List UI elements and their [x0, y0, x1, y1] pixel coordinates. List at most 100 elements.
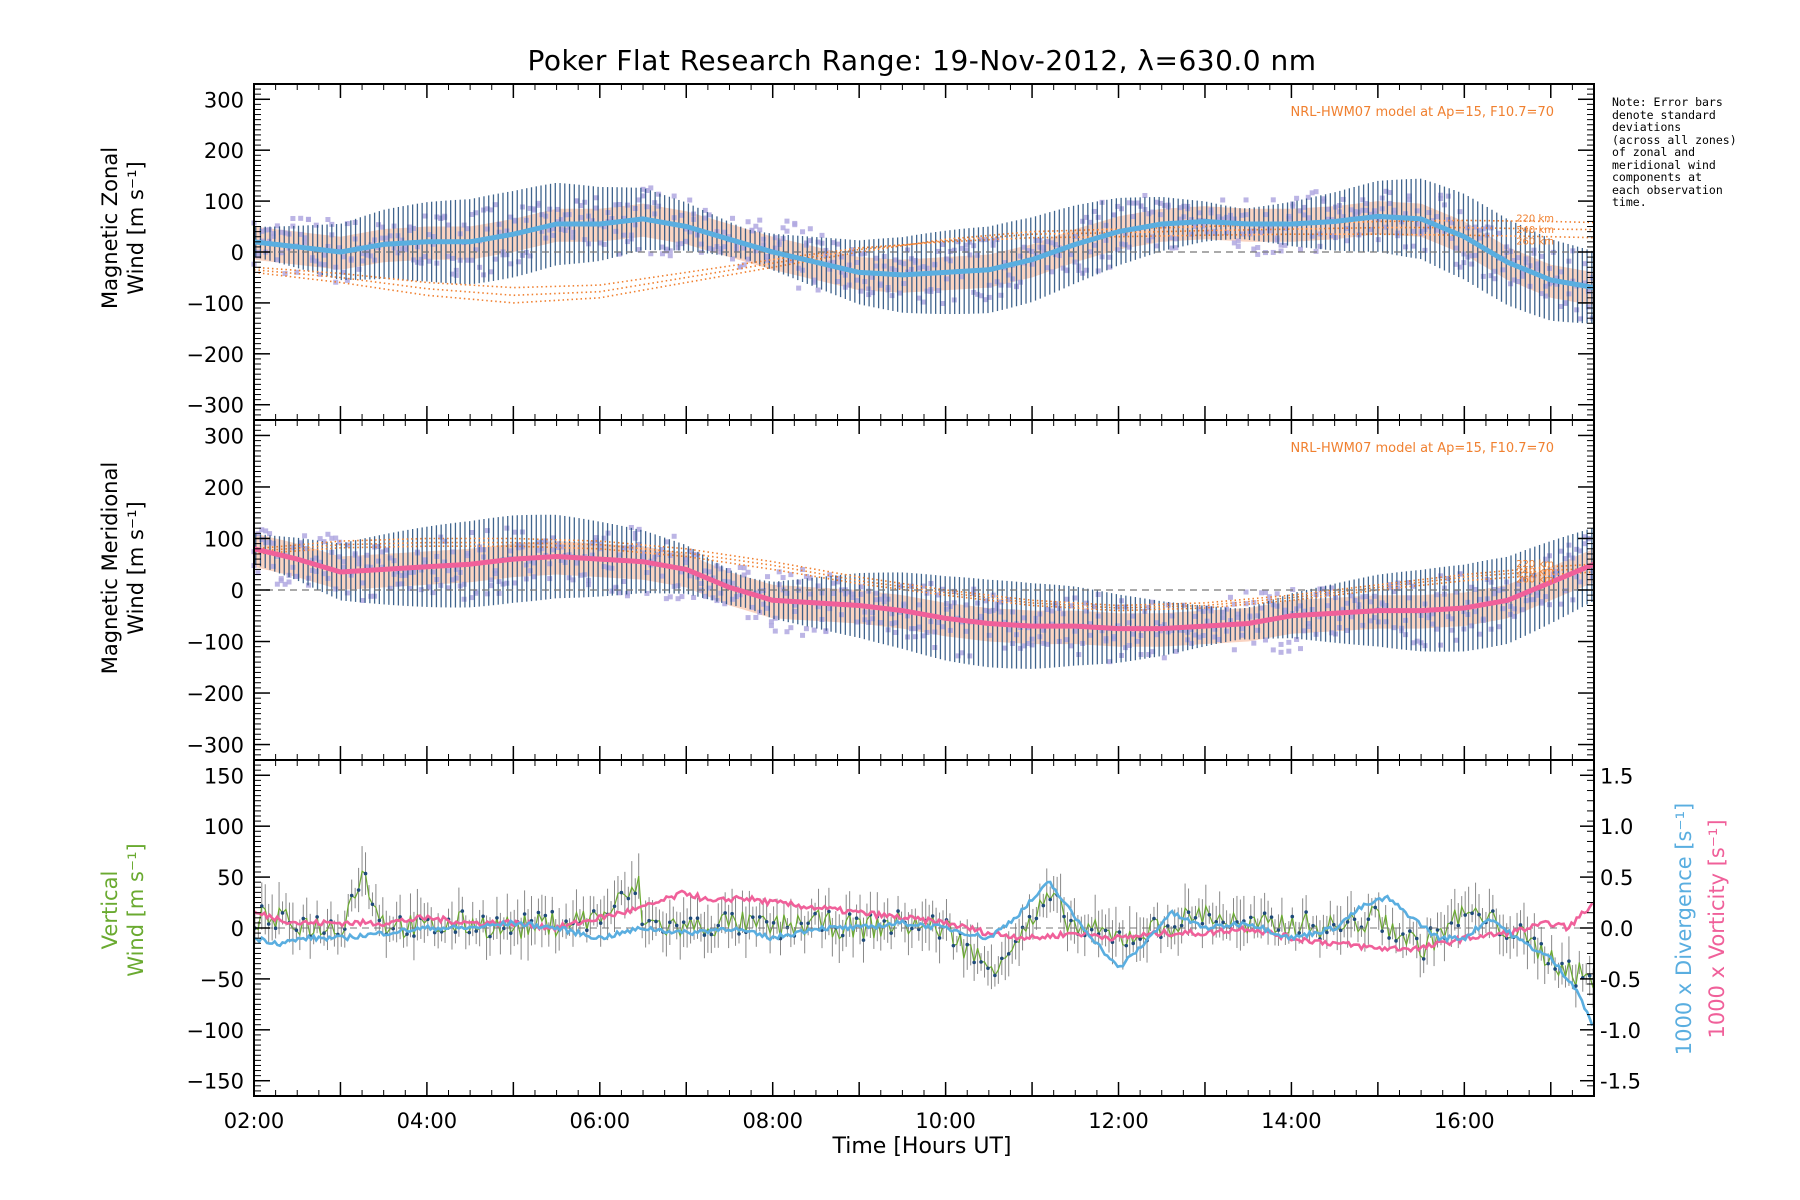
vertical-wind-point — [1117, 930, 1122, 934]
vertical-wind-point — [751, 915, 755, 919]
zone-sample — [1426, 612, 1432, 618]
zone-sample — [1360, 622, 1366, 628]
zone-sample — [1368, 226, 1374, 232]
zone-sample — [889, 611, 895, 617]
zone-sample — [1488, 273, 1494, 279]
zone-sample — [601, 224, 607, 230]
zone-sample — [1103, 237, 1109, 243]
zone-sample — [516, 259, 522, 265]
zone-sample — [1072, 628, 1078, 634]
zone-sample — [539, 228, 545, 234]
vertical-wind-point — [377, 918, 382, 923]
zone-sample — [461, 222, 467, 228]
zone-sample — [920, 633, 926, 639]
zone-sample — [1021, 643, 1027, 649]
zone-sample — [547, 576, 553, 582]
zone-sample — [1531, 250, 1537, 256]
zone-sample — [621, 232, 627, 238]
zone-sample — [1445, 576, 1451, 582]
zone-sample — [753, 248, 759, 254]
zone-sample — [473, 210, 479, 216]
zone-sample — [916, 265, 922, 271]
zone-sample — [1488, 626, 1494, 632]
zone-sample — [745, 219, 751, 225]
zone-sample — [1364, 207, 1370, 213]
zone-sample — [940, 624, 946, 630]
zone-sample — [399, 237, 405, 243]
zone-sample — [1235, 611, 1241, 617]
zone-sample — [671, 533, 677, 539]
zone-sample — [547, 561, 553, 567]
zone-sample — [321, 539, 327, 545]
zone-sample — [1255, 251, 1261, 257]
zone-sample — [835, 278, 841, 284]
zone-sample — [667, 594, 673, 600]
zone-sample — [1189, 231, 1195, 237]
vertical-wind-point — [1504, 936, 1509, 941]
y2-tick-label: 0.0 — [1600, 917, 1633, 941]
zone-sample — [1262, 589, 1268, 595]
zone-sample — [881, 263, 887, 269]
zone-sample — [1535, 592, 1541, 598]
zone-sample — [1387, 200, 1393, 206]
zone-sample — [1282, 242, 1288, 248]
zone-sample — [535, 547, 541, 553]
zone-sample — [1438, 642, 1444, 648]
zone-sample — [916, 295, 922, 301]
zone-sample — [270, 563, 276, 569]
zone-sample — [986, 608, 992, 614]
zone-sample — [453, 272, 459, 278]
zone-sample — [446, 568, 452, 574]
zone-sample — [659, 547, 665, 553]
zone-sample — [1072, 595, 1078, 601]
zone-sample — [687, 548, 693, 554]
zone-sample — [589, 218, 595, 224]
zone-sample — [1259, 230, 1265, 236]
vertical-wind-point — [1041, 903, 1046, 908]
zone-sample — [1535, 266, 1541, 272]
zone-sample — [730, 256, 736, 262]
zone-sample — [1278, 641, 1284, 647]
zone-sample — [683, 556, 689, 562]
vertical-wind-point — [695, 916, 700, 921]
zone-sample — [613, 228, 619, 234]
zone-sample — [617, 251, 623, 257]
zone-sample — [1558, 548, 1564, 554]
zone-sample — [539, 539, 545, 545]
zone-sample — [387, 555, 393, 561]
zone-sample — [667, 253, 673, 259]
zone-sample — [446, 253, 452, 259]
zone-sample — [325, 531, 331, 537]
zone-sample — [768, 623, 774, 629]
y2-tick-label: 0.5 — [1600, 866, 1633, 890]
vertical-wind-point — [280, 911, 285, 915]
zone-sample — [815, 239, 821, 245]
zone-sample — [1387, 582, 1393, 588]
zone-sample — [1161, 655, 1167, 661]
zone-sample — [873, 263, 879, 269]
zone-sample — [932, 261, 938, 267]
zone-sample — [963, 628, 969, 634]
zone-sample — [1554, 570, 1560, 576]
zone-sample — [691, 594, 697, 600]
zone-sample — [379, 235, 385, 241]
zone-sample — [1239, 632, 1245, 638]
zone-sample — [613, 202, 619, 208]
zone-sample — [597, 546, 603, 552]
zone-sample — [1469, 623, 1475, 629]
zone-sample — [916, 602, 922, 608]
zone-sample — [617, 552, 623, 558]
zone-sample — [749, 604, 755, 610]
vertical-wind-point — [536, 910, 541, 915]
zone-sample — [570, 577, 576, 583]
vertical-wind-point — [1027, 914, 1032, 919]
vertical-wind-point — [550, 909, 555, 914]
zone-sample — [1500, 267, 1506, 273]
zone-sample — [881, 254, 887, 260]
zone-sample — [1492, 268, 1498, 274]
zone-sample — [1064, 596, 1070, 602]
zone-sample — [1064, 637, 1070, 643]
zone-sample — [469, 530, 475, 536]
zone-sample — [1434, 227, 1440, 233]
zone-sample — [1107, 659, 1113, 665]
